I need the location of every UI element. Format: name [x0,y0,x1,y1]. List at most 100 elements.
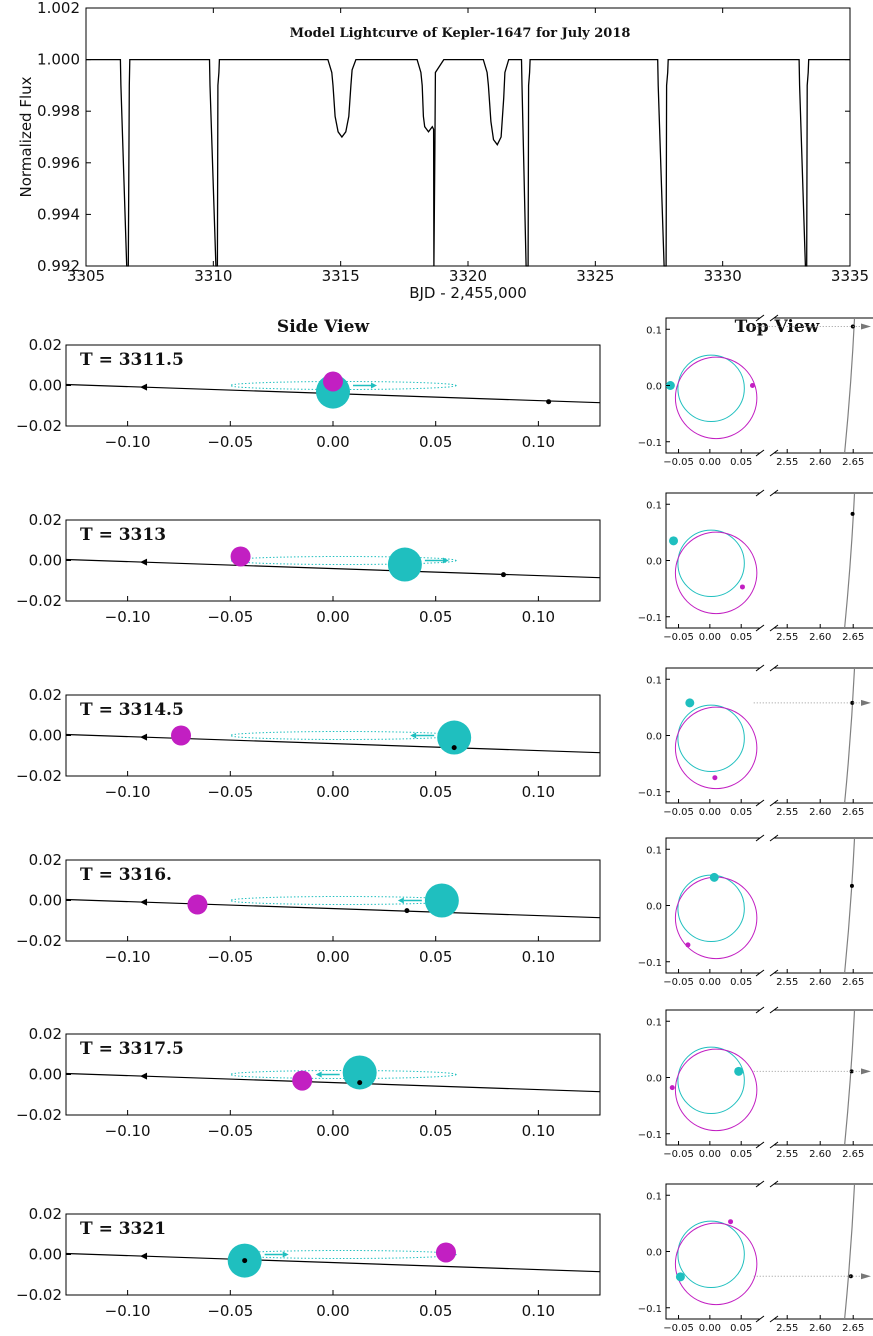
side-view-xtick-label: 0.05 [419,1122,452,1140]
top-view-ytick-label: 0.0 [646,1248,662,1259]
side-view-magenta-star [292,1070,313,1091]
side-view-xtick-label: −0.10 [105,433,151,451]
top-view-left-frame [665,667,760,804]
top-view-break-mark [755,969,765,977]
top-view-magenta-orbit [674,706,758,790]
top-view-planet-path [844,317,856,454]
side-view-ytick-label: 0.00 [29,1066,62,1084]
side-view-xtick-label: 0.00 [316,433,349,451]
side-view-trajectory-arrow [140,558,148,566]
top-view-planet-dot [850,511,855,516]
top-view-break-mark [769,624,779,632]
top-view-xtick-label: 0.00 [699,807,721,818]
side-view-panel: T = 3314.5 −0.10 −0.05 0.00 0.05 0.10 0.02 0.00… [16,686,601,801]
side-view-ytick-label: −0.02 [16,592,62,610]
side-view-ytick-label: −0.02 [16,417,62,435]
top-view-break-mark [755,449,765,457]
top-view-right-frame [774,317,873,454]
side-view-motion-arrowhead [442,557,449,564]
top-view-break-mark [755,1006,765,1014]
lightcurve-ytick-label: 0.998 [37,102,80,120]
top-view-break-mark [755,489,765,497]
side-view-ytick-label: −0.02 [16,1286,62,1304]
top-view-planet-dot [849,1069,854,1074]
side-view-xtick-label: −0.05 [207,1302,253,1320]
side-view-motion-arrowhead [397,897,404,904]
lightcurve-ytick-label: 1.002 [37,0,80,17]
side-view-time-label: T = 3321 [80,1219,166,1239]
top-view-ytick-label: 0.0 [646,1074,662,1085]
side-view-xtick-label: −0.05 [207,433,253,451]
lightcurve-title: Model Lightcurve of Kepler-1647 for July… [290,26,631,41]
top-view-xtick-label: 0.05 [730,1149,752,1160]
top-view-sightline-arrowhead [861,323,871,330]
side-view-planet-dot [546,399,552,405]
top-view-xtick-right-label: 2.60 [809,1149,831,1160]
side-view-trajectory-line [66,733,600,754]
lightcurve-ticks: 3305 3310 3315 3320 3325 3330 3335 0.992 0.994 0.… [37,0,869,285]
top-view-xtick-right-label: 2.55 [776,1149,798,1160]
top-view-panel: 0.1 0.0 −0.1−0.05 0.00 0.05 2.55 2.60 2.65 [638,834,873,988]
side-view-motion-arrowhead [315,1071,322,1078]
top-view-sightline-arrowhead [861,1273,871,1280]
side-view-panel: T = 3321 −0.10 −0.05 0.00 0.05 0.10 0.02 0.00 −0… [16,1205,601,1320]
top-view-break-mark [755,314,765,322]
top-view-planet-dot [848,1274,853,1279]
side-view-plot-area [66,883,600,919]
side-view-xtick-label: 0.10 [522,783,555,801]
top-view-xtick-label: −0.05 [663,977,694,988]
top-view-cyan-star [709,872,719,882]
side-view-orbit-ellipse [229,1250,457,1259]
top-view-magenta-star [749,383,755,388]
top-view-cyan-orbit [677,354,745,423]
top-view-ytick-label: −0.1 [638,438,662,449]
top-view-magenta-star [728,1219,734,1225]
side-view-panel: T = 3313 −0.10 −0.05 0.00 0.05 0.10 0.02 0.00 −0… [16,511,601,626]
top-view-cyan-orbit [677,874,745,943]
side-view-time-label: T = 3316. [80,865,172,885]
top-view-panel: 0.1 0.0 −0.1−0.05 0.00 0.05 2.55 2.60 2.65 [638,314,873,468]
side-view-trajectory-arrow [140,383,148,391]
side-view-trajectory-line [66,558,600,579]
side-view-planet-dot [500,572,506,578]
top-view-magenta-orbit [674,531,758,615]
lightcurve-xtick-label: 3335 [831,267,869,285]
top-view-panel: 0.1 0.0 −0.1−0.05 0.00 0.05 2.55 2.60 2.65 [638,1006,873,1160]
top-view-planet-dot [850,700,855,705]
side-view-cyan-star [387,547,422,582]
top-view-xtick-label: −0.05 [663,807,694,818]
top-view-ytick-label: −0.1 [638,958,662,969]
side-view-magenta-star [435,1242,456,1263]
side-view-planet-dot [404,908,410,914]
top-view-xtick-right-label: 2.65 [842,1323,864,1334]
side-view-ytick-label: −0.02 [16,1106,62,1124]
side-view-magenta-star [171,725,192,746]
top-view-ytick-label: 0.1 [646,675,662,686]
top-view-break-mark [769,449,779,457]
top-view-cyan-star [734,1066,744,1076]
side-view-xtick-label: −0.10 [105,783,151,801]
side-view-xtick-label: 0.05 [419,1302,452,1320]
side-view-panel: T = 3317.5 −0.10 −0.05 0.00 0.05 0.10 0.02 0.00… [16,1025,601,1140]
side-view-time-label: T = 3317.5 [80,1039,184,1059]
top-view-xtick-right-label: 2.60 [809,457,831,468]
side-view-ytick-label: 0.02 [29,686,62,704]
side-view-cyan-star [342,1055,377,1090]
side-view-xtick-label: −0.05 [207,783,253,801]
lightcurve-xtick-label: 3315 [322,267,360,285]
top-view-panel: 0.1 0.0 −0.1−0.05 0.00 0.05 2.55 2.60 2.65 [638,489,873,643]
top-view-xtick-label: 0.05 [730,807,752,818]
side-view-ytick-label: 0.02 [29,1025,62,1043]
side-view-ytick-label: 0.02 [29,511,62,529]
top-view-left-frame [665,837,760,974]
top-view-ytick-label: 0.1 [646,325,662,336]
side-view-xtick-label: −0.05 [207,1122,253,1140]
top-view-xtick-right-label: 2.65 [842,807,864,818]
side-view-cyan-star [437,720,472,755]
side-view-plot-area [66,720,600,755]
top-view-xtick-right-label: 2.60 [809,977,831,988]
side-view-panels: T = 3311.5 −0.10 −0.05 0.00 0.05 0.10 0.02 0.00… [16,336,601,1320]
top-view-break-mark [769,1315,779,1323]
top-view-xtick-label: 0.00 [699,632,721,643]
